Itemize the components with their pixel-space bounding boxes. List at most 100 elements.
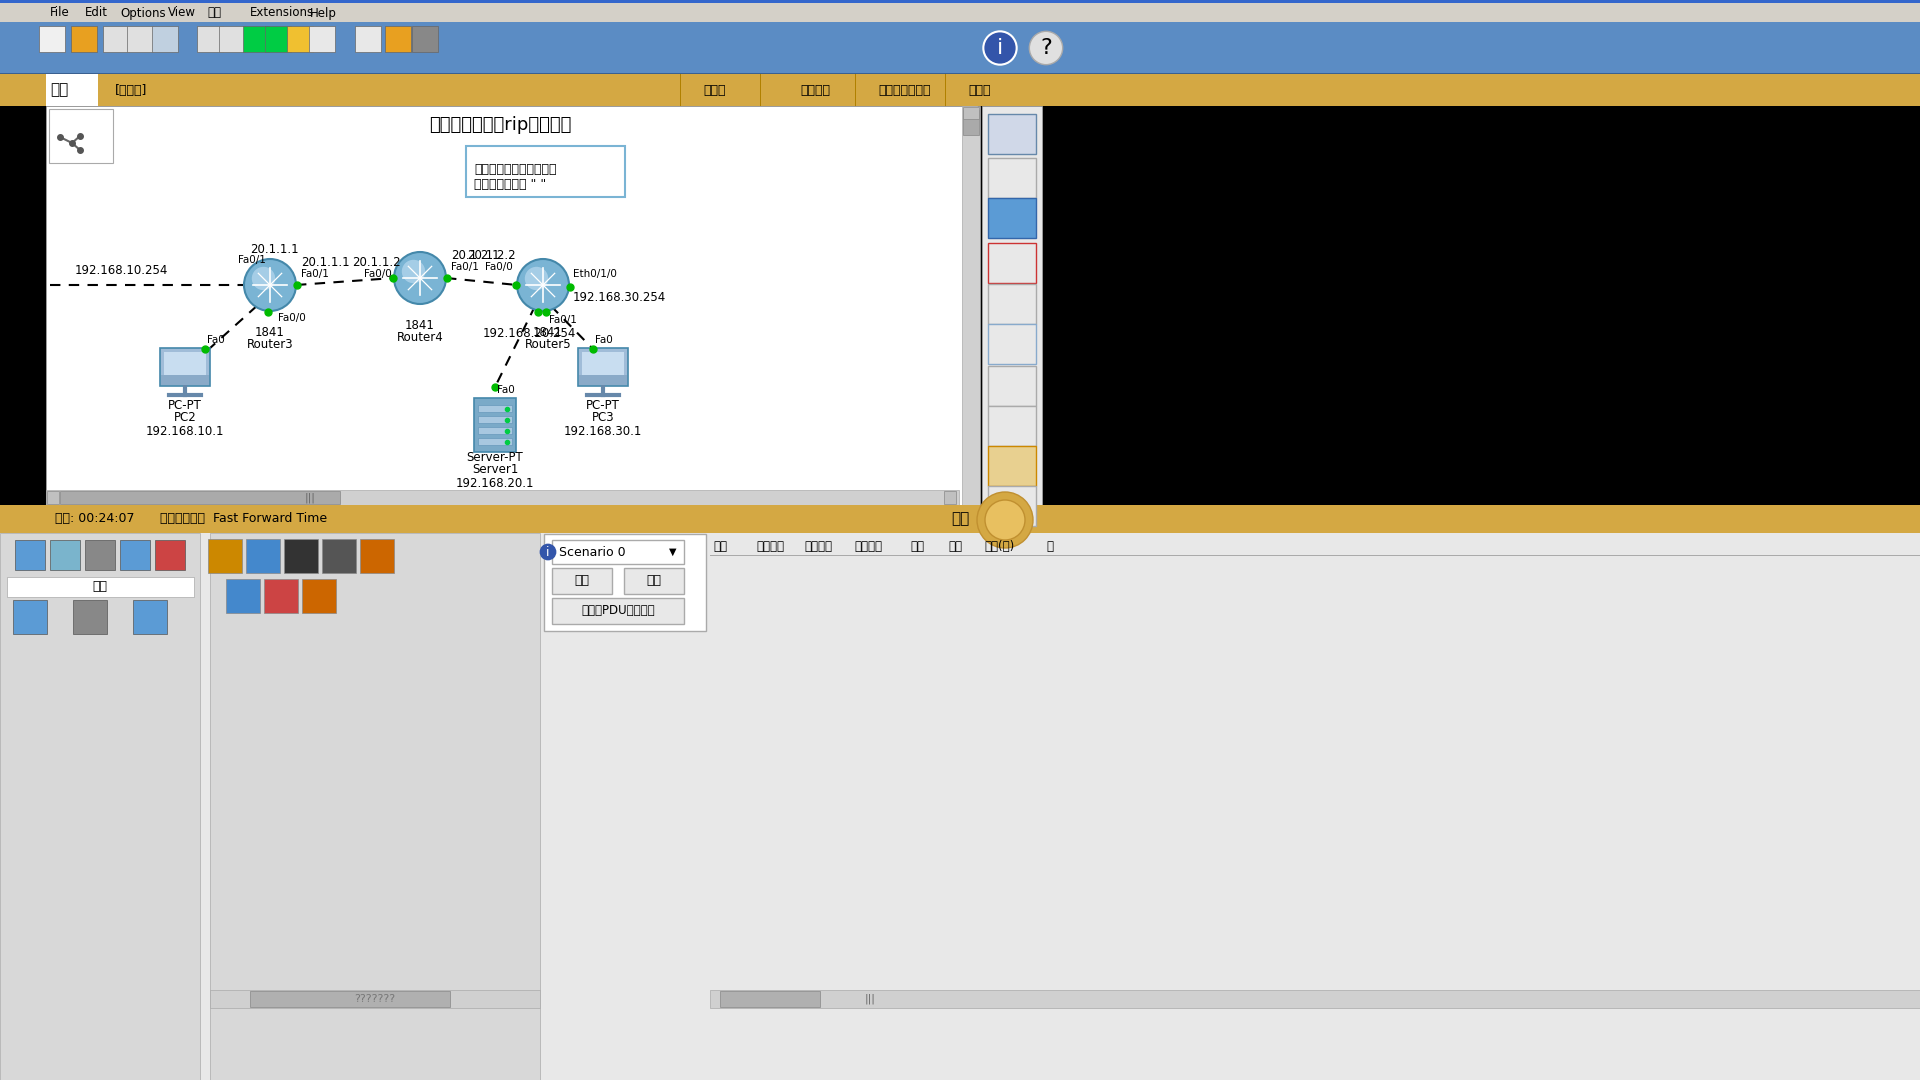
FancyBboxPatch shape bbox=[46, 490, 958, 505]
FancyBboxPatch shape bbox=[962, 106, 979, 505]
FancyBboxPatch shape bbox=[0, 505, 1920, 534]
FancyBboxPatch shape bbox=[38, 26, 65, 52]
FancyBboxPatch shape bbox=[284, 539, 319, 573]
Text: Server-PT: Server-PT bbox=[467, 451, 524, 464]
FancyBboxPatch shape bbox=[0, 75, 1920, 106]
FancyBboxPatch shape bbox=[543, 534, 707, 631]
FancyBboxPatch shape bbox=[989, 366, 1037, 406]
Text: 删除: 删除 bbox=[647, 575, 662, 588]
Text: 移动对象: 移动对象 bbox=[801, 83, 829, 96]
FancyBboxPatch shape bbox=[989, 114, 1037, 154]
Text: ▼: ▼ bbox=[670, 546, 676, 557]
Text: 192.168.10.254: 192.168.10.254 bbox=[75, 264, 169, 276]
FancyBboxPatch shape bbox=[244, 26, 269, 52]
FancyBboxPatch shape bbox=[309, 26, 334, 52]
FancyBboxPatch shape bbox=[0, 0, 1920, 3]
FancyBboxPatch shape bbox=[578, 348, 628, 386]
Text: 新集群: 新集群 bbox=[705, 83, 726, 96]
FancyBboxPatch shape bbox=[553, 540, 684, 564]
FancyBboxPatch shape bbox=[119, 540, 150, 570]
FancyBboxPatch shape bbox=[720, 991, 820, 1007]
Text: 新建: 新建 bbox=[574, 575, 589, 588]
Text: File: File bbox=[50, 6, 69, 19]
Text: Fa0/1: Fa0/1 bbox=[451, 262, 478, 272]
FancyBboxPatch shape bbox=[84, 540, 115, 570]
Text: 类型: 类型 bbox=[910, 540, 924, 553]
FancyBboxPatch shape bbox=[386, 26, 411, 52]
FancyBboxPatch shape bbox=[286, 26, 313, 52]
FancyBboxPatch shape bbox=[989, 198, 1037, 238]
Text: Fa0: Fa0 bbox=[497, 384, 515, 395]
Text: Fa0: Fa0 bbox=[207, 335, 225, 345]
FancyBboxPatch shape bbox=[474, 399, 516, 453]
Text: [根节点]: [根节点] bbox=[115, 83, 148, 96]
FancyBboxPatch shape bbox=[467, 146, 626, 197]
Text: Fa0/0: Fa0/0 bbox=[486, 262, 513, 272]
Text: PC-PT: PC-PT bbox=[586, 399, 620, 411]
FancyBboxPatch shape bbox=[989, 406, 1037, 446]
FancyBboxPatch shape bbox=[46, 75, 98, 106]
Text: 为路由之间需要 " ": 为路由之间需要 " " bbox=[474, 178, 547, 191]
FancyBboxPatch shape bbox=[361, 539, 394, 573]
Text: Eth0/1/0: Eth0/1/0 bbox=[572, 269, 616, 279]
FancyBboxPatch shape bbox=[8, 577, 194, 597]
FancyBboxPatch shape bbox=[582, 352, 624, 378]
Text: Fa0: Fa0 bbox=[595, 335, 612, 345]
FancyBboxPatch shape bbox=[209, 990, 540, 1008]
Text: Router4: Router4 bbox=[397, 330, 444, 345]
Text: 192.168.20.254: 192.168.20.254 bbox=[484, 327, 576, 340]
Text: 20.1.2.1: 20.1.2.1 bbox=[451, 249, 499, 262]
Text: Router5: Router5 bbox=[524, 338, 572, 351]
Text: PC-PT: PC-PT bbox=[169, 399, 202, 411]
Text: 最后状态: 最后状态 bbox=[756, 540, 783, 553]
Text: 设备工作区背景: 设备工作区背景 bbox=[879, 83, 931, 96]
Text: 目的设备: 目的设备 bbox=[854, 540, 881, 553]
Text: Scenario 0: Scenario 0 bbox=[559, 545, 626, 558]
Text: Fa0/1: Fa0/1 bbox=[549, 315, 576, 325]
Circle shape bbox=[244, 259, 296, 311]
Text: Extensions: Extensions bbox=[250, 6, 315, 19]
Text: Help: Help bbox=[309, 6, 336, 19]
FancyBboxPatch shape bbox=[964, 110, 979, 135]
Text: 来源设备: 来源设备 bbox=[804, 540, 831, 553]
FancyBboxPatch shape bbox=[265, 579, 298, 613]
Text: 20.1.1.1: 20.1.1.1 bbox=[250, 243, 298, 256]
FancyBboxPatch shape bbox=[580, 375, 628, 384]
FancyBboxPatch shape bbox=[219, 26, 246, 52]
Text: ???????: ??????? bbox=[355, 994, 396, 1004]
FancyBboxPatch shape bbox=[945, 491, 956, 504]
FancyBboxPatch shape bbox=[0, 534, 1920, 1080]
FancyBboxPatch shape bbox=[478, 427, 513, 434]
Text: Fa0/1: Fa0/1 bbox=[301, 269, 328, 279]
Circle shape bbox=[516, 259, 568, 311]
Text: 切换到PDU列表窗口: 切换到PDU列表窗口 bbox=[582, 605, 655, 618]
FancyBboxPatch shape bbox=[0, 0, 1920, 22]
FancyBboxPatch shape bbox=[15, 540, 44, 570]
Text: Router3: Router3 bbox=[246, 338, 294, 351]
FancyBboxPatch shape bbox=[553, 598, 684, 624]
FancyBboxPatch shape bbox=[989, 284, 1037, 324]
FancyBboxPatch shape bbox=[989, 446, 1037, 486]
FancyBboxPatch shape bbox=[250, 991, 449, 1007]
FancyBboxPatch shape bbox=[989, 486, 1037, 526]
Text: 时间: 00:24:07: 时间: 00:24:07 bbox=[56, 513, 134, 526]
FancyBboxPatch shape bbox=[989, 243, 1037, 283]
Text: |||: ||| bbox=[864, 994, 876, 1004]
Text: 20.1.2.2: 20.1.2.2 bbox=[467, 249, 516, 262]
Text: View: View bbox=[169, 6, 196, 19]
FancyBboxPatch shape bbox=[46, 491, 60, 504]
FancyBboxPatch shape bbox=[209, 534, 540, 1080]
FancyBboxPatch shape bbox=[478, 405, 513, 411]
FancyBboxPatch shape bbox=[301, 579, 336, 613]
FancyBboxPatch shape bbox=[50, 109, 113, 163]
Text: ?: ? bbox=[1041, 38, 1052, 58]
Text: 颜色: 颜色 bbox=[948, 540, 962, 553]
FancyBboxPatch shape bbox=[161, 375, 209, 384]
FancyBboxPatch shape bbox=[159, 348, 209, 386]
FancyBboxPatch shape bbox=[323, 539, 355, 573]
Text: 20.1.1.1: 20.1.1.1 bbox=[301, 256, 349, 269]
Text: 192.168.10.1: 192.168.10.1 bbox=[146, 426, 225, 438]
FancyBboxPatch shape bbox=[60, 491, 340, 504]
FancyBboxPatch shape bbox=[710, 990, 1920, 1008]
FancyBboxPatch shape bbox=[127, 26, 154, 52]
